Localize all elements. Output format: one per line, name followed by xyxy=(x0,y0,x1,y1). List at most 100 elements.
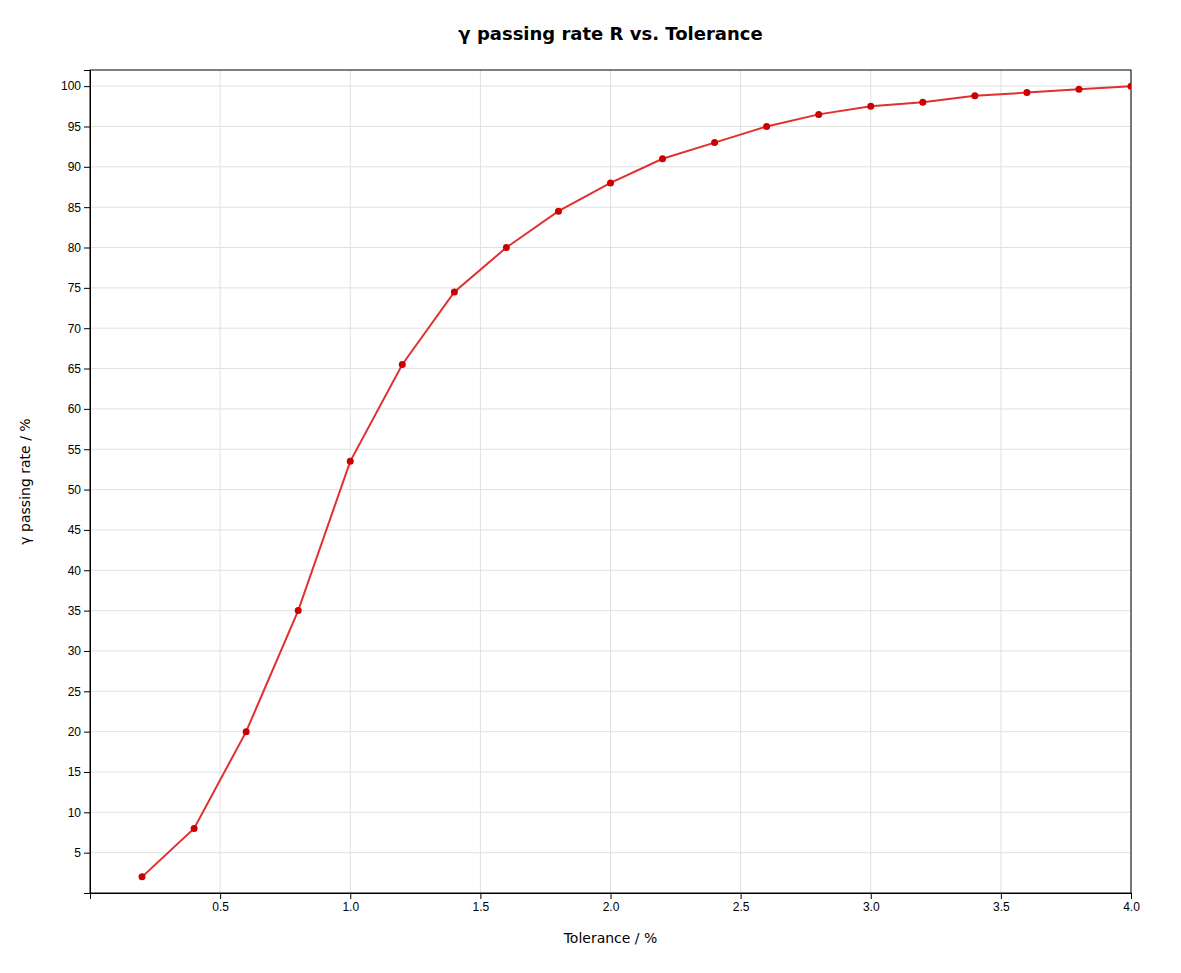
tick-mark xyxy=(741,893,742,899)
tick-label: 5 xyxy=(74,846,81,860)
tick-mark xyxy=(84,530,90,531)
tick-label: 0.5 xyxy=(212,900,229,914)
tick: 65 xyxy=(68,362,90,376)
tick: 100 xyxy=(61,79,90,93)
tick: 20 xyxy=(68,725,90,739)
grid-line xyxy=(90,529,1131,530)
tick-label: 30 xyxy=(68,644,82,658)
tick: 90 xyxy=(68,160,90,174)
tick-label: 1.0 xyxy=(342,900,359,914)
tick: 45 xyxy=(68,523,90,537)
tick-mark xyxy=(84,409,90,410)
tick-mark xyxy=(84,611,90,612)
point xyxy=(451,288,458,295)
tick-mark xyxy=(871,893,872,899)
grid-line xyxy=(90,449,1131,450)
tick-label: 65 xyxy=(68,362,82,376)
tick: 75 xyxy=(68,281,90,295)
tick-label: 55 xyxy=(68,443,82,457)
tick-label: 70 xyxy=(68,322,82,336)
tick: 40 xyxy=(68,564,90,578)
tick-label: 20 xyxy=(68,725,82,739)
point xyxy=(711,139,718,146)
tick: 50 xyxy=(68,483,90,497)
tick: 3.0 xyxy=(863,893,880,914)
tick-label: 75 xyxy=(68,281,82,295)
y-axis-title: γ passing rate / % xyxy=(17,418,33,544)
tick: 25 xyxy=(68,685,90,699)
tick: 85 xyxy=(68,201,90,215)
tick-label: 3.5 xyxy=(993,900,1010,914)
tick-label: 60 xyxy=(68,402,82,416)
tick-mark xyxy=(350,893,351,899)
tick-mark xyxy=(1001,893,1002,899)
point xyxy=(503,244,510,251)
x-axis-title: Tolerance / % xyxy=(563,930,658,946)
axis-line xyxy=(91,894,1132,900)
tick: 95 xyxy=(68,120,90,134)
grid-line xyxy=(90,691,1131,692)
tick: 1.0 xyxy=(342,893,359,914)
tick: 70 xyxy=(68,322,90,336)
tick-mark xyxy=(84,449,90,450)
tick: 35 xyxy=(68,604,90,618)
tick-label: 10 xyxy=(68,806,82,820)
point xyxy=(1128,83,1132,90)
tick: 1.5 xyxy=(473,893,490,914)
tick-label: 95 xyxy=(68,120,82,134)
point xyxy=(1075,86,1082,93)
tick-label: 3.0 xyxy=(863,900,880,914)
point xyxy=(815,111,822,118)
point xyxy=(867,103,874,110)
grid-line xyxy=(1000,70,1001,893)
tick-label: 2.5 xyxy=(733,900,750,914)
tick: 2.5 xyxy=(733,893,750,914)
point xyxy=(763,123,770,130)
grid-line xyxy=(90,408,1131,409)
tick-label: 4.0 xyxy=(1123,900,1140,914)
tick-label: 35 xyxy=(68,604,82,618)
y-axis: 5101520253035404550556065707580859095100 xyxy=(61,71,91,894)
grid-line xyxy=(90,570,1131,571)
tick: 15 xyxy=(68,765,90,779)
line xyxy=(142,86,1131,877)
tick-label: 2.0 xyxy=(603,900,620,914)
tick-mark xyxy=(84,369,90,370)
tick-mark xyxy=(480,893,481,899)
tick-label: 40 xyxy=(68,564,82,578)
point xyxy=(191,825,198,832)
title: γ passing rate R vs. Tolerance xyxy=(458,23,762,44)
point xyxy=(659,155,666,162)
tick-label: 50 xyxy=(68,483,82,497)
tick-mark xyxy=(84,490,90,491)
tick-mark xyxy=(84,853,90,854)
tick-label: 15 xyxy=(68,765,82,779)
grid-line xyxy=(480,70,481,893)
tick-label: 25 xyxy=(68,685,82,699)
grid-line xyxy=(90,247,1131,248)
plot: 0.5 1.0 1.5 2.0 2.5 3.0 3.5 4.0 5 10 15 20 25 30 35 40 4… xyxy=(61,70,1140,914)
grid-line xyxy=(90,610,1131,611)
tick-mark xyxy=(84,207,90,208)
tick: 10 xyxy=(68,806,90,820)
point xyxy=(971,92,978,99)
grid-line xyxy=(90,287,1131,288)
grid-line xyxy=(610,70,611,893)
grid-line xyxy=(90,86,1131,87)
point xyxy=(347,458,354,465)
tick: 3.5 xyxy=(993,893,1010,914)
tick-mark xyxy=(84,732,90,733)
tick-mark xyxy=(84,288,90,289)
tick: 2.0 xyxy=(603,893,620,914)
grid-line xyxy=(90,771,1131,772)
plot-frame xyxy=(90,70,1131,893)
grid-line xyxy=(90,207,1131,208)
tick: 30 xyxy=(68,644,90,658)
point xyxy=(607,179,614,186)
grid-line xyxy=(90,368,1131,369)
grid-line xyxy=(870,70,871,893)
grid-line xyxy=(90,328,1131,329)
tick: 5 xyxy=(74,846,90,860)
grid-line xyxy=(90,812,1131,813)
grid-line xyxy=(90,852,1131,853)
